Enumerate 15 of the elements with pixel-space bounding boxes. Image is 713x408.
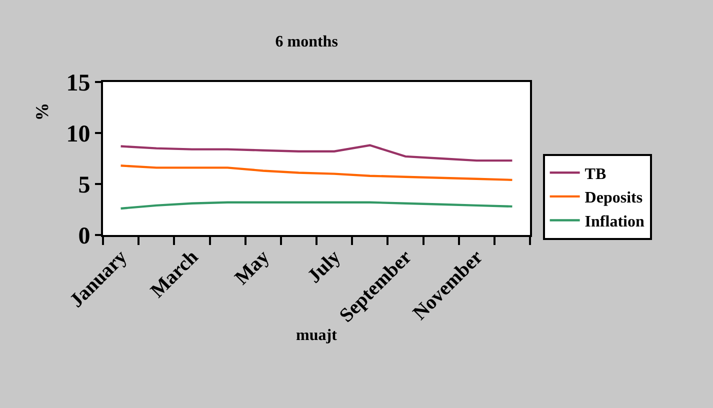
x-tick-label: May: [230, 246, 274, 290]
line-series: [120, 144, 514, 162]
x-tick-label: July: [303, 246, 345, 288]
line-series: [120, 201, 514, 210]
chart-title: 6 months: [275, 33, 338, 50]
x-axis-title: muajt: [296, 326, 338, 344]
y-tick-label: 10: [66, 121, 90, 148]
y-axis-title: %: [32, 102, 52, 121]
y-tick-label: 15: [66, 70, 90, 96]
legend-label: Deposits: [584, 190, 643, 207]
y-tick-label: 5: [78, 172, 90, 198]
legend-label: TB: [584, 166, 606, 183]
line-series: [120, 164, 514, 182]
y-tick-label: 0: [78, 223, 90, 250]
legend-label: Inflation: [584, 213, 644, 230]
